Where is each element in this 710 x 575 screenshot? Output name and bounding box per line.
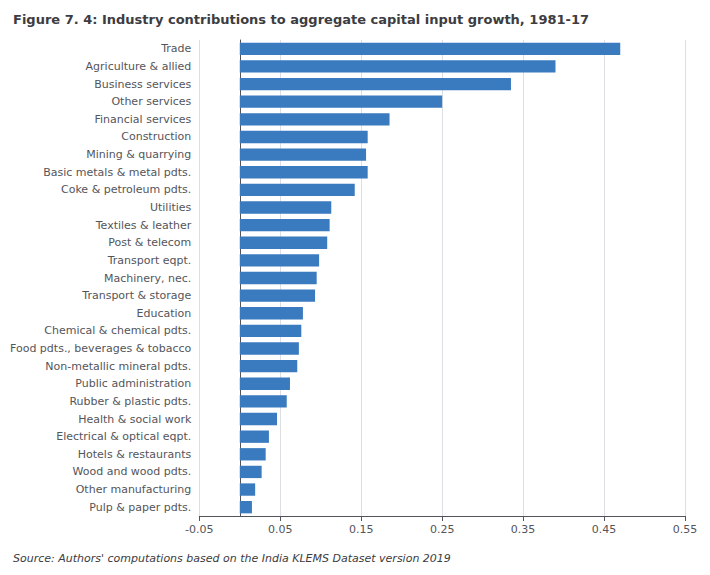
svg-text:Electrical & optical eqpt.: Electrical & optical eqpt. — [56, 430, 191, 443]
svg-text:Machinery, nec.: Machinery, nec. — [104, 272, 191, 285]
svg-text:Transport & storage: Transport & storage — [81, 289, 191, 302]
svg-text:-0.05: -0.05 — [185, 523, 213, 536]
svg-text:Utilities: Utilities — [150, 201, 192, 214]
svg-text:Education: Education — [137, 307, 192, 320]
svg-text:Transport eqpt.: Transport eqpt. — [107, 254, 192, 267]
svg-text:Wood and wood pdts.: Wood and wood pdts. — [72, 465, 191, 478]
svg-text:Pulp & paper pdts.: Pulp & paper pdts. — [89, 501, 191, 514]
svg-text:0.25: 0.25 — [430, 523, 455, 536]
svg-text:Textiles & leather: Textiles & leather — [95, 219, 192, 232]
svg-text:0.05: 0.05 — [268, 523, 293, 536]
svg-text:Chemical & chemical pdts.: Chemical & chemical pdts. — [44, 324, 191, 337]
svg-text:0.15: 0.15 — [349, 523, 374, 536]
svg-text:0.35: 0.35 — [511, 523, 536, 536]
svg-text:Construction: Construction — [121, 130, 191, 143]
svg-text:0.55: 0.55 — [673, 523, 698, 536]
svg-text:Coke & petroleum pdts.: Coke & petroleum pdts. — [61, 183, 191, 196]
svg-text:Hotels & restaurants: Hotels & restaurants — [78, 448, 192, 461]
svg-text:Agriculture & allied: Agriculture & allied — [86, 60, 192, 73]
svg-text:Other manufacturing: Other manufacturing — [76, 483, 192, 496]
svg-text:0.45: 0.45 — [592, 523, 617, 536]
svg-text:Basic metals & metal pdts.: Basic metals & metal pdts. — [43, 166, 191, 179]
svg-text:Public administration: Public administration — [75, 377, 191, 390]
svg-text:Food pdts., beverages & tobacc: Food pdts., beverages & tobacco — [10, 342, 192, 355]
svg-text:Financial services: Financial services — [94, 113, 191, 126]
svg-text:Post & telecom: Post & telecom — [108, 236, 191, 249]
svg-text:Health & social work: Health & social work — [78, 413, 192, 426]
svg-text:Source: Authors' computations: Source: Authors' computations based on t… — [13, 552, 451, 565]
svg-text:Figure 7. 4: Industry contribu: Figure 7. 4: Industry contributions to a… — [13, 12, 589, 27]
svg-text:Other services: Other services — [111, 95, 191, 108]
svg-text:Business services: Business services — [94, 78, 191, 91]
svg-text:Mining & quarrying: Mining & quarrying — [86, 148, 191, 161]
svg-text:Trade: Trade — [160, 42, 191, 55]
svg-text:Rubber & plastic pdts.: Rubber & plastic pdts. — [69, 395, 191, 408]
svg-text:Non-metallic mineral pdts.: Non-metallic mineral pdts. — [45, 360, 191, 373]
